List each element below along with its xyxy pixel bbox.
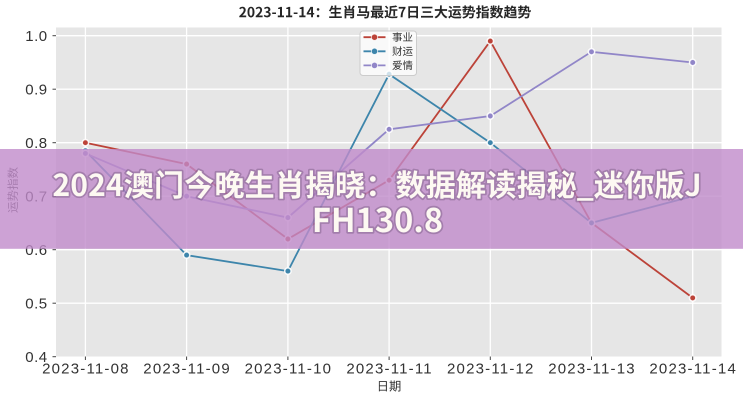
- svg-text:2023-11-11: 2023-11-11: [346, 361, 433, 378]
- svg-text:0.8: 0.8: [25, 135, 47, 152]
- svg-text:0.4: 0.4: [25, 349, 47, 366]
- svg-text:2023-11-09: 2023-11-09: [143, 361, 231, 378]
- svg-text:0.5: 0.5: [25, 295, 47, 312]
- svg-text:2023-11-12: 2023-11-12: [447, 361, 535, 378]
- svg-text:0.9: 0.9: [25, 81, 47, 98]
- svg-text:1.0: 1.0: [25, 28, 47, 45]
- svg-text:2023-11-13: 2023-11-13: [548, 361, 636, 378]
- svg-text:2023-11-14: 2023-11-14: [649, 361, 737, 378]
- svg-text:2023-11-08: 2023-11-08: [42, 361, 130, 378]
- svg-text:2023-11-10: 2023-11-10: [245, 361, 333, 378]
